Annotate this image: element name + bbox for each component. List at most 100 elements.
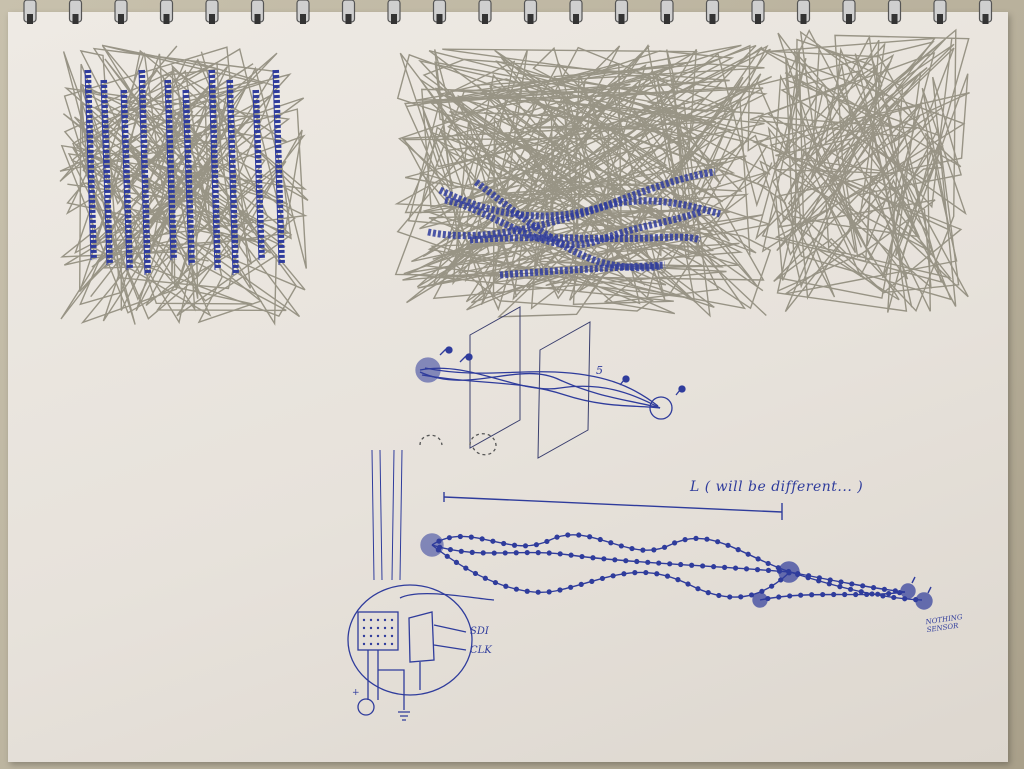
- bead: [881, 586, 888, 592]
- vertical-strand: [101, 79, 113, 266]
- bead: [535, 589, 541, 595]
- strand-edge: [182, 89, 190, 266]
- bead: [667, 561, 673, 567]
- bead: [675, 577, 681, 583]
- bead: [755, 556, 761, 562]
- circuit-dot: [362, 618, 366, 622]
- polarity-label: +: [352, 688, 360, 698]
- bead: [446, 535, 453, 541]
- bead: [576, 532, 582, 538]
- pencil-scribble: [749, 32, 963, 313]
- pencil-scribble: [59, 45, 308, 320]
- vertical-strand: [183, 89, 195, 266]
- woven-strand: [444, 196, 702, 249]
- spiral-hole: [755, 14, 761, 24]
- bead: [522, 543, 529, 549]
- pin-label-sdi: SDI: [470, 626, 489, 637]
- bead: [798, 592, 804, 598]
- bead: [661, 544, 668, 550]
- bead: [458, 548, 464, 554]
- number-label: 5: [596, 364, 603, 377]
- circuit-dot: [369, 618, 373, 622]
- bead: [745, 551, 751, 557]
- bead: [469, 549, 475, 555]
- bead: [837, 584, 843, 590]
- bead: [842, 591, 848, 598]
- circuit-dot: [383, 642, 387, 646]
- pencil-scribble: [396, 49, 770, 315]
- strand-edge: [208, 69, 216, 271]
- spiral-hole: [72, 14, 79, 24]
- bead: [643, 569, 649, 576]
- spiral-binding: [23, 0, 993, 24]
- bead: [463, 565, 469, 571]
- bead: [860, 583, 866, 589]
- bead: [503, 583, 509, 589]
- circuit-dot: [369, 642, 373, 646]
- length-annotation: L ( will be different... ): [690, 479, 864, 495]
- bead: [587, 534, 593, 540]
- spiral-hole: [846, 14, 852, 24]
- bead: [875, 591, 881, 597]
- bead: [565, 532, 571, 538]
- bead: [891, 594, 897, 601]
- circuit-dot: [390, 634, 394, 638]
- bead: [546, 550, 552, 556]
- bead: [623, 558, 629, 564]
- spiral-hole: [664, 14, 670, 24]
- bead: [870, 585, 877, 591]
- bead: [754, 567, 761, 573]
- spiral-hole: [209, 14, 215, 24]
- bead: [610, 573, 616, 579]
- bead: [579, 553, 585, 560]
- strand-edge: [272, 69, 280, 266]
- bead: [769, 583, 775, 589]
- circuit-dot: [369, 626, 373, 630]
- bead: [704, 536, 710, 542]
- bead: [511, 542, 518, 548]
- spiral-hole: [254, 14, 261, 24]
- spiral-hole: [982, 14, 989, 24]
- vertical-fiber-strands: [84, 69, 285, 276]
- bead: [479, 536, 485, 542]
- vertical-strand: [253, 89, 265, 261]
- panel-diagram: [415, 306, 686, 459]
- bead: [557, 551, 563, 557]
- bead: [858, 589, 864, 595]
- bead: [727, 594, 733, 600]
- bead: [886, 591, 892, 597]
- pencil-scribble: [394, 44, 772, 310]
- bead: [447, 546, 454, 553]
- spiral-hole: [800, 14, 807, 24]
- bead: [502, 550, 508, 556]
- woven-strand: [469, 233, 702, 244]
- circuit-dot: [369, 634, 373, 638]
- bead: [689, 562, 695, 568]
- bead: [568, 584, 574, 590]
- woven-strand: [499, 261, 666, 279]
- bead: [457, 533, 463, 540]
- bead: [634, 558, 640, 565]
- vertical-strand: [165, 79, 177, 261]
- woven-strand: [427, 197, 722, 240]
- vertical-strand: [85, 69, 97, 261]
- circuit-dot: [390, 618, 394, 622]
- bead: [678, 561, 684, 568]
- bead: [849, 581, 855, 587]
- bead: [535, 550, 541, 556]
- strand-edge: [226, 79, 234, 276]
- pencil-scribble: [756, 28, 962, 308]
- spiral-hole: [27, 14, 33, 24]
- bead: [864, 591, 870, 598]
- spiral-hole: [709, 14, 716, 24]
- bead: [482, 575, 488, 581]
- pencil-scribbles: [59, 28, 970, 326]
- bead: [544, 538, 550, 545]
- bead: [554, 534, 560, 540]
- circuit-dot: [376, 634, 380, 638]
- bead: [787, 593, 793, 599]
- bead: [612, 557, 618, 563]
- bead: [444, 553, 450, 559]
- bead: [743, 566, 750, 572]
- bead: [557, 587, 563, 593]
